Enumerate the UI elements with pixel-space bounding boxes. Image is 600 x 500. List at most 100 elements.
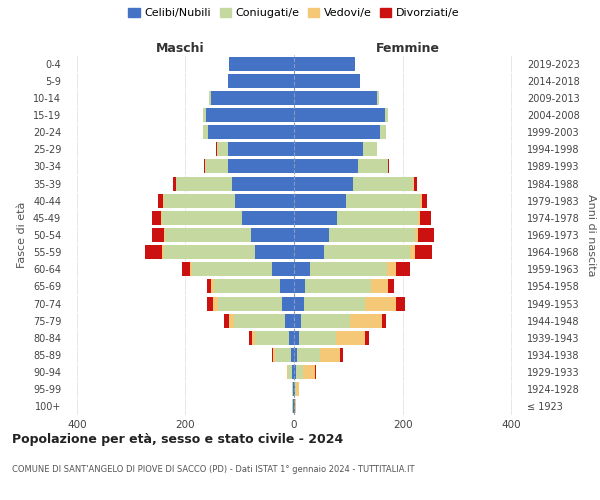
- Bar: [232, 176, 294, 190]
- Bar: [250, 331, 251, 345]
- Bar: [364, 142, 377, 156]
- Bar: [294, 74, 360, 88]
- Bar: [165, 228, 251, 242]
- Bar: [302, 365, 314, 379]
- Bar: [173, 176, 176, 190]
- Bar: [211, 280, 214, 293]
- Text: Popolazione per età, sesso e stato civile - 2024: Popolazione per età, sesso e stato civil…: [12, 432, 343, 446]
- Bar: [272, 262, 294, 276]
- Bar: [294, 382, 295, 396]
- Bar: [292, 382, 293, 396]
- Bar: [294, 280, 305, 293]
- Bar: [192, 262, 272, 276]
- Bar: [305, 280, 371, 293]
- Bar: [211, 91, 294, 105]
- Bar: [340, 348, 343, 362]
- Bar: [421, 194, 422, 207]
- Bar: [282, 296, 294, 310]
- Bar: [204, 160, 205, 173]
- Bar: [294, 176, 353, 190]
- Bar: [152, 228, 164, 242]
- Bar: [388, 262, 395, 276]
- Bar: [234, 314, 286, 328]
- Bar: [314, 365, 316, 379]
- Bar: [294, 296, 304, 310]
- Bar: [294, 142, 364, 156]
- Bar: [228, 74, 294, 88]
- Bar: [350, 314, 382, 328]
- Bar: [294, 365, 296, 379]
- Bar: [152, 211, 161, 225]
- Bar: [255, 245, 294, 259]
- Bar: [293, 382, 294, 396]
- Bar: [242, 211, 294, 225]
- Bar: [182, 262, 190, 276]
- Bar: [358, 160, 388, 173]
- Bar: [273, 348, 275, 362]
- Bar: [380, 125, 386, 139]
- Bar: [294, 331, 299, 345]
- Bar: [207, 296, 212, 310]
- Bar: [229, 56, 294, 70]
- Bar: [293, 400, 294, 413]
- Bar: [294, 228, 329, 242]
- Bar: [203, 108, 206, 122]
- Bar: [294, 56, 355, 70]
- Bar: [224, 314, 229, 328]
- Bar: [320, 348, 340, 362]
- Bar: [420, 211, 431, 225]
- Bar: [388, 280, 394, 293]
- Bar: [299, 331, 337, 345]
- Bar: [214, 280, 280, 293]
- Bar: [377, 91, 379, 105]
- Bar: [294, 108, 385, 122]
- Bar: [164, 228, 165, 242]
- Bar: [295, 382, 296, 396]
- Bar: [365, 331, 369, 345]
- Bar: [251, 228, 294, 242]
- Bar: [206, 108, 294, 122]
- Bar: [294, 160, 358, 173]
- Bar: [297, 348, 320, 362]
- Bar: [217, 142, 228, 156]
- Bar: [418, 228, 434, 242]
- Bar: [388, 160, 389, 173]
- Bar: [176, 176, 232, 190]
- Bar: [203, 125, 208, 139]
- Bar: [294, 262, 310, 276]
- Bar: [418, 211, 420, 225]
- Bar: [228, 142, 294, 156]
- Bar: [212, 296, 218, 310]
- Bar: [158, 194, 163, 207]
- Text: Femmine: Femmine: [376, 42, 440, 55]
- Text: Maschi: Maschi: [155, 42, 205, 55]
- Bar: [295, 400, 296, 413]
- Bar: [346, 194, 421, 207]
- Bar: [255, 331, 289, 345]
- Bar: [161, 211, 162, 225]
- Bar: [294, 314, 301, 328]
- Text: COMUNE DI SANT'ANGELO DI PIOVE DI SACCO (PD) - Dati ISTAT 1° gennaio 2024 - TUTT: COMUNE DI SANT'ANGELO DI PIOVE DI SACCO …: [12, 466, 415, 474]
- Y-axis label: Fasce di età: Fasce di età: [17, 202, 27, 268]
- Bar: [329, 228, 415, 242]
- Bar: [382, 314, 386, 328]
- Bar: [162, 211, 242, 225]
- Legend: Celibi/Nubili, Coniugati/e, Vedovi/e, Divorziati/e: Celibi/Nubili, Coniugati/e, Vedovi/e, Di…: [126, 6, 462, 20]
- Bar: [229, 314, 234, 328]
- Bar: [396, 296, 405, 310]
- Bar: [395, 262, 410, 276]
- Bar: [208, 125, 294, 139]
- Bar: [280, 280, 294, 293]
- Bar: [310, 262, 388, 276]
- Bar: [415, 245, 433, 259]
- Bar: [324, 245, 410, 259]
- Bar: [294, 194, 346, 207]
- Y-axis label: Anni di nascita: Anni di nascita: [586, 194, 596, 276]
- Bar: [275, 348, 291, 362]
- Bar: [296, 382, 299, 396]
- Bar: [289, 331, 294, 345]
- Bar: [353, 176, 413, 190]
- Bar: [190, 262, 192, 276]
- Bar: [291, 348, 294, 362]
- Bar: [162, 245, 164, 259]
